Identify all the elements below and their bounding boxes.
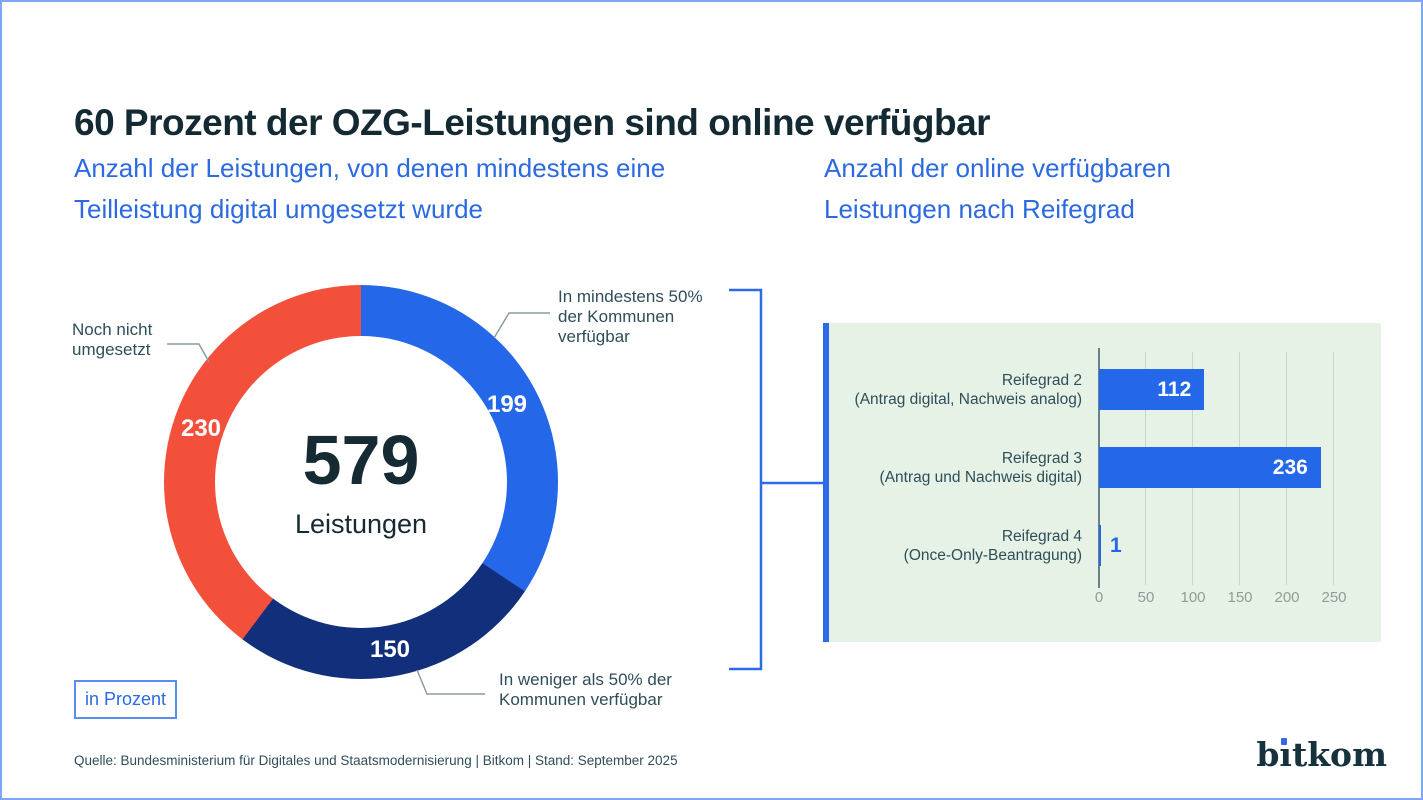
- bar-category-label: Reifegrad 4 (Once-Only-Beantragung): [831, 527, 1082, 565]
- bar-row-reifegrad-2: Reifegrad 2 (Antrag digital, Nachweis an…: [829, 369, 1381, 410]
- bar-chart-panel: 0 50 100 150 200 250 Reifegrad 2 (Antrag…: [823, 323, 1381, 642]
- unit-badge: in Prozent: [74, 680, 177, 719]
- bar-track: 112: [1099, 369, 1381, 410]
- subtitle-barchart: Anzahl der online verfügbaren Leistungen…: [824, 153, 1171, 224]
- bar-category-main: Reifegrad 3: [1001, 449, 1082, 467]
- bar: [1099, 525, 1101, 566]
- x-tick-100: 100: [1180, 589, 1206, 606]
- bar-category-main: Reifegrad 2: [1001, 371, 1082, 389]
- donut-chart: 579 Leistungen 199 150 230: [164, 285, 558, 679]
- x-tick-250: 250: [1321, 589, 1347, 606]
- slice-value-mind50: 199: [486, 391, 528, 418]
- bar-track: 236: [1099, 447, 1381, 488]
- subtitle-donut: Anzahl der Leistungen, von denen mindest…: [74, 153, 666, 224]
- bar-value-label: 236: [1272, 455, 1308, 479]
- bitkom-logo: bı tkom: [1256, 735, 1387, 774]
- bar-row-reifegrad-3: Reifegrad 3 (Antrag und Nachweis digital…: [829, 447, 1381, 488]
- x-tick-150: 150: [1227, 589, 1253, 606]
- bar-category-sub: (Antrag und Nachweis digital): [879, 468, 1082, 486]
- source-note: Quelle: Bundesministerium für Digitales …: [74, 753, 678, 768]
- x-tick-200: 200: [1274, 589, 1300, 606]
- logo-i-dot: [1280, 738, 1288, 745]
- callout-mindestens-50: In mindestens 50% der Kommunen verfügbar: [558, 287, 703, 346]
- bar-row-reifegrad-4: Reifegrad 4 (Once-Only-Beantragung) 1: [829, 525, 1381, 566]
- bar: [1099, 447, 1321, 488]
- bar-category-main: Reifegrad 4: [1001, 527, 1082, 545]
- bar-category-sub: (Once-Only-Beantragung): [903, 546, 1082, 564]
- callout-weniger-50: In weniger als 50% der Kommunen verfügba…: [499, 670, 672, 709]
- slice-value-wenig50: 150: [369, 636, 411, 663]
- gridline-250: [1333, 352, 1334, 585]
- bar-category-sub: (Antrag digital, Nachweis analog): [854, 390, 1082, 408]
- bar-category-label: Reifegrad 2 (Antrag digital, Nachweis an…: [831, 371, 1082, 409]
- donut-center-label: Leistungen: [294, 508, 428, 539]
- bar-value-label: 112: [1157, 377, 1192, 401]
- bar-category-label: Reifegrad 3 (Antrag und Nachweis digital…: [831, 449, 1082, 487]
- x-tick-50: 50: [1137, 589, 1155, 606]
- donut-center-value: 579: [302, 420, 420, 499]
- bracket: [729, 288, 763, 671]
- page-title: 60 Prozent der OZG-Leistungen sind onlin…: [74, 101, 991, 143]
- bar: [1099, 369, 1205, 410]
- bar-track: 1: [1099, 525, 1381, 566]
- callout-noch-nicht-umgesetzt: Noch nicht umgesetzt: [72, 320, 153, 359]
- bar-value-label: 1: [1110, 533, 1122, 557]
- x-tick-0: 0: [1094, 589, 1104, 606]
- slice-value-nicht: 230: [180, 415, 222, 442]
- donut-center: 579 Leistungen: [215, 336, 507, 628]
